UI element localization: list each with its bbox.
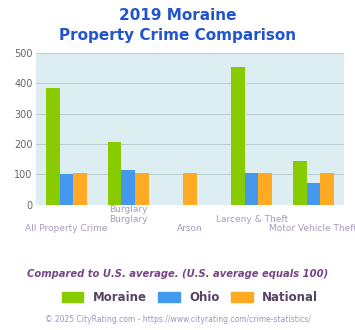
Text: 2019 Moraine: 2019 Moraine: [119, 8, 236, 23]
Bar: [73, 173, 87, 205]
Text: Burglary: Burglary: [109, 215, 147, 224]
Text: Larceny & Theft: Larceny & Theft: [215, 215, 288, 224]
Text: All Property Crime: All Property Crime: [25, 224, 108, 233]
Text: Motor Vehicle Theft: Motor Vehicle Theft: [269, 224, 355, 233]
Bar: [60, 174, 73, 205]
Text: Burglary: Burglary: [109, 205, 147, 214]
Bar: [231, 67, 245, 205]
Text: Property Crime Comparison: Property Crime Comparison: [59, 28, 296, 43]
Text: Compared to U.S. average. (U.S. average equals 100): Compared to U.S. average. (U.S. average …: [27, 269, 328, 279]
Bar: [320, 173, 334, 205]
Bar: [135, 173, 148, 205]
Bar: [245, 173, 258, 205]
Bar: [108, 142, 121, 205]
Bar: [46, 88, 60, 205]
Bar: [121, 170, 135, 205]
Bar: [258, 173, 272, 205]
Bar: [307, 183, 320, 205]
Text: © 2025 CityRating.com - https://www.cityrating.com/crime-statistics/: © 2025 CityRating.com - https://www.city…: [45, 315, 310, 324]
Bar: [293, 161, 307, 205]
Text: Arson: Arson: [177, 224, 203, 233]
Legend: Moraine, Ohio, National: Moraine, Ohio, National: [62, 291, 318, 304]
Bar: [183, 173, 197, 205]
